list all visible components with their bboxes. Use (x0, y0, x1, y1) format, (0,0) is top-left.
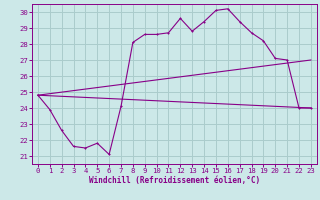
X-axis label: Windchill (Refroidissement éolien,°C): Windchill (Refroidissement éolien,°C) (89, 176, 260, 185)
